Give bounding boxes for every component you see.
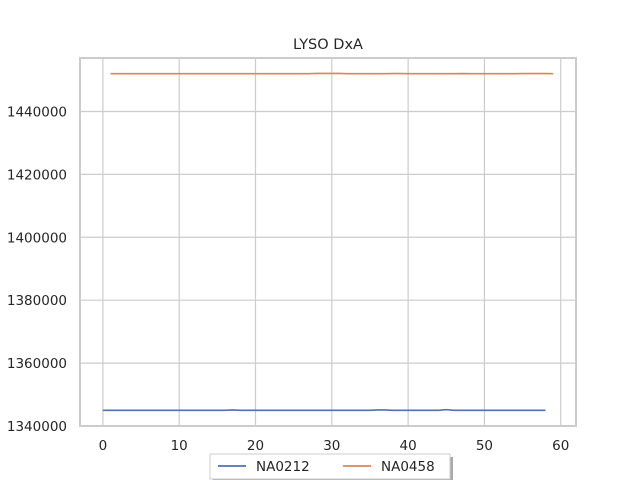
- x-tick-label: 40: [400, 438, 417, 454]
- grid-lines: [80, 58, 576, 427]
- series-lines: [102, 72, 554, 412]
- x-tick-label: 60: [552, 438, 569, 454]
- legend-label: NA0458: [381, 459, 435, 475]
- legend: NA0212 NA0458: [209, 453, 453, 480]
- x-tick-labels: 0 10 20 30 40 50 60: [99, 438, 570, 454]
- x-tick-label: 10: [171, 438, 188, 454]
- axes-frame: [79, 57, 577, 427]
- plot-border: [79, 57, 577, 427]
- y-tick-label: 1340000: [7, 419, 67, 435]
- series-line-na0212: [102, 408, 546, 412]
- y-tick-label: 1440000: [7, 104, 67, 120]
- y-tick-label: 1400000: [7, 230, 67, 246]
- y-tick-label: 1420000: [7, 167, 67, 183]
- legend-label: NA0212: [256, 459, 310, 475]
- x-tick-label: 0: [99, 438, 108, 454]
- x-tick-label: 20: [247, 438, 264, 454]
- y-tick-labels: 1340000 1360000 1380000 1400000 1420000 14400…: [7, 104, 67, 435]
- chart-title: LYSO DxA: [293, 37, 363, 53]
- plot-area: [80, 58, 576, 426]
- y-tick-label: 1360000: [7, 356, 67, 372]
- x-tick-label: 50: [476, 438, 493, 454]
- legend-box: [209, 453, 451, 480]
- y-tick-label: 1380000: [7, 293, 67, 309]
- x-tick-label: 30: [323, 438, 340, 454]
